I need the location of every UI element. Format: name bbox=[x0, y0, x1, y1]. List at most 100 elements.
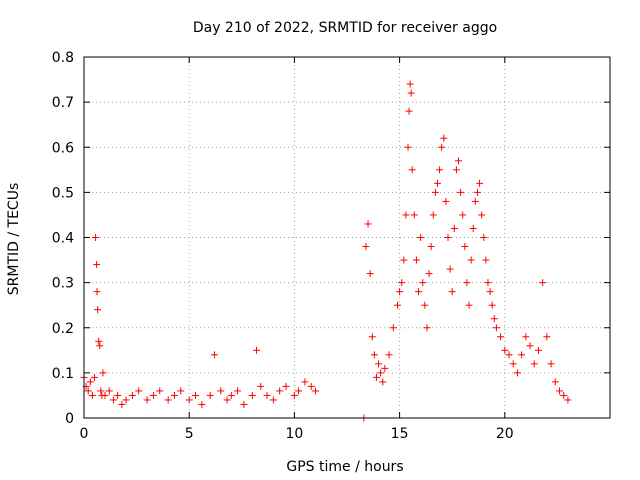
data-point bbox=[379, 378, 387, 386]
data-point bbox=[393, 301, 401, 309]
y-tick-label: 0 bbox=[65, 411, 74, 427]
data-point bbox=[96, 342, 104, 350]
data-point bbox=[217, 387, 225, 395]
data-point bbox=[560, 391, 568, 399]
data-point bbox=[457, 188, 465, 196]
data-point bbox=[185, 396, 193, 404]
data-point bbox=[248, 391, 256, 399]
data-point bbox=[385, 351, 393, 359]
data-point bbox=[556, 387, 564, 395]
data-point bbox=[105, 387, 113, 395]
x-tick-label: 20 bbox=[496, 426, 514, 442]
data-point bbox=[459, 211, 467, 219]
data-point bbox=[471, 197, 479, 205]
data-point bbox=[177, 387, 185, 395]
data-point bbox=[406, 80, 414, 88]
data-point bbox=[149, 391, 157, 399]
data-point bbox=[476, 179, 484, 187]
data-point bbox=[192, 391, 200, 399]
data-point bbox=[223, 396, 231, 404]
data-point bbox=[99, 369, 107, 377]
data-point bbox=[488, 301, 496, 309]
x-tick-label: 5 bbox=[185, 426, 194, 442]
data-point bbox=[366, 270, 374, 278]
data-point bbox=[530, 360, 538, 368]
data-point bbox=[311, 387, 319, 395]
data-point bbox=[101, 391, 109, 399]
data-point bbox=[257, 382, 265, 390]
data-point bbox=[94, 306, 102, 314]
data-point bbox=[362, 243, 370, 251]
data-point bbox=[370, 351, 378, 359]
data-point bbox=[263, 391, 271, 399]
data-point bbox=[408, 166, 416, 174]
y-tick-label: 0.6 bbox=[52, 140, 74, 156]
data-point bbox=[400, 256, 408, 264]
data-point bbox=[92, 234, 100, 241]
data-point bbox=[469, 224, 477, 232]
data-point bbox=[547, 360, 555, 368]
data-point bbox=[448, 288, 456, 296]
data-point bbox=[301, 378, 309, 386]
y-tick-label: 0.4 bbox=[52, 231, 74, 247]
data-point bbox=[372, 373, 380, 381]
data-point bbox=[417, 234, 425, 241]
data-point bbox=[465, 301, 473, 309]
data-point bbox=[290, 391, 298, 399]
data-point bbox=[404, 143, 412, 151]
data-point bbox=[402, 211, 410, 219]
data-point bbox=[438, 143, 446, 151]
y-tick-label: 0.7 bbox=[52, 95, 74, 111]
data-point bbox=[97, 387, 105, 395]
data-point bbox=[427, 243, 435, 251]
data-point bbox=[497, 333, 505, 341]
data-point bbox=[122, 396, 130, 404]
data-point bbox=[421, 301, 429, 309]
data-point bbox=[295, 387, 303, 395]
data-point bbox=[109, 396, 117, 404]
data-point bbox=[431, 188, 439, 196]
data-point bbox=[410, 211, 418, 219]
data-point bbox=[478, 211, 486, 219]
data-point bbox=[429, 211, 437, 219]
data-point bbox=[118, 400, 126, 408]
data-point bbox=[210, 351, 218, 359]
x-axis-title: GPS time / hours bbox=[286, 459, 403, 475]
y-tick-label: 0.2 bbox=[52, 321, 74, 337]
data-point bbox=[377, 369, 385, 377]
data-point bbox=[452, 166, 460, 174]
data-point bbox=[463, 279, 471, 287]
data-points bbox=[80, 80, 572, 422]
x-tick-label: 0 bbox=[80, 426, 89, 442]
data-point bbox=[95, 337, 103, 345]
data-point bbox=[253, 346, 261, 354]
x-tick-label: 10 bbox=[285, 426, 303, 442]
data-point bbox=[501, 346, 509, 354]
data-point bbox=[551, 378, 559, 386]
data-point bbox=[455, 157, 463, 165]
data-point bbox=[490, 315, 498, 323]
data-point bbox=[446, 265, 454, 273]
y-tick-label: 0.3 bbox=[52, 276, 74, 292]
data-point bbox=[84, 387, 92, 395]
grid-lines bbox=[84, 57, 610, 418]
data-point bbox=[513, 369, 521, 377]
data-point bbox=[91, 373, 99, 381]
x-tick-labels: 0 5 10 15 20 bbox=[80, 426, 514, 442]
data-point bbox=[480, 234, 488, 241]
data-point bbox=[534, 346, 542, 354]
data-point bbox=[539, 279, 547, 287]
y-tick-label: 0.1 bbox=[52, 366, 74, 382]
y-tick-label: 0.8 bbox=[52, 50, 74, 66]
data-point bbox=[164, 396, 172, 404]
data-point bbox=[396, 288, 404, 296]
data-point bbox=[364, 220, 372, 228]
data-point bbox=[543, 333, 551, 341]
data-point bbox=[276, 387, 284, 395]
data-point bbox=[564, 396, 572, 404]
data-point bbox=[269, 396, 277, 404]
data-point bbox=[492, 324, 500, 332]
data-point bbox=[234, 387, 242, 395]
data-point bbox=[412, 256, 420, 264]
